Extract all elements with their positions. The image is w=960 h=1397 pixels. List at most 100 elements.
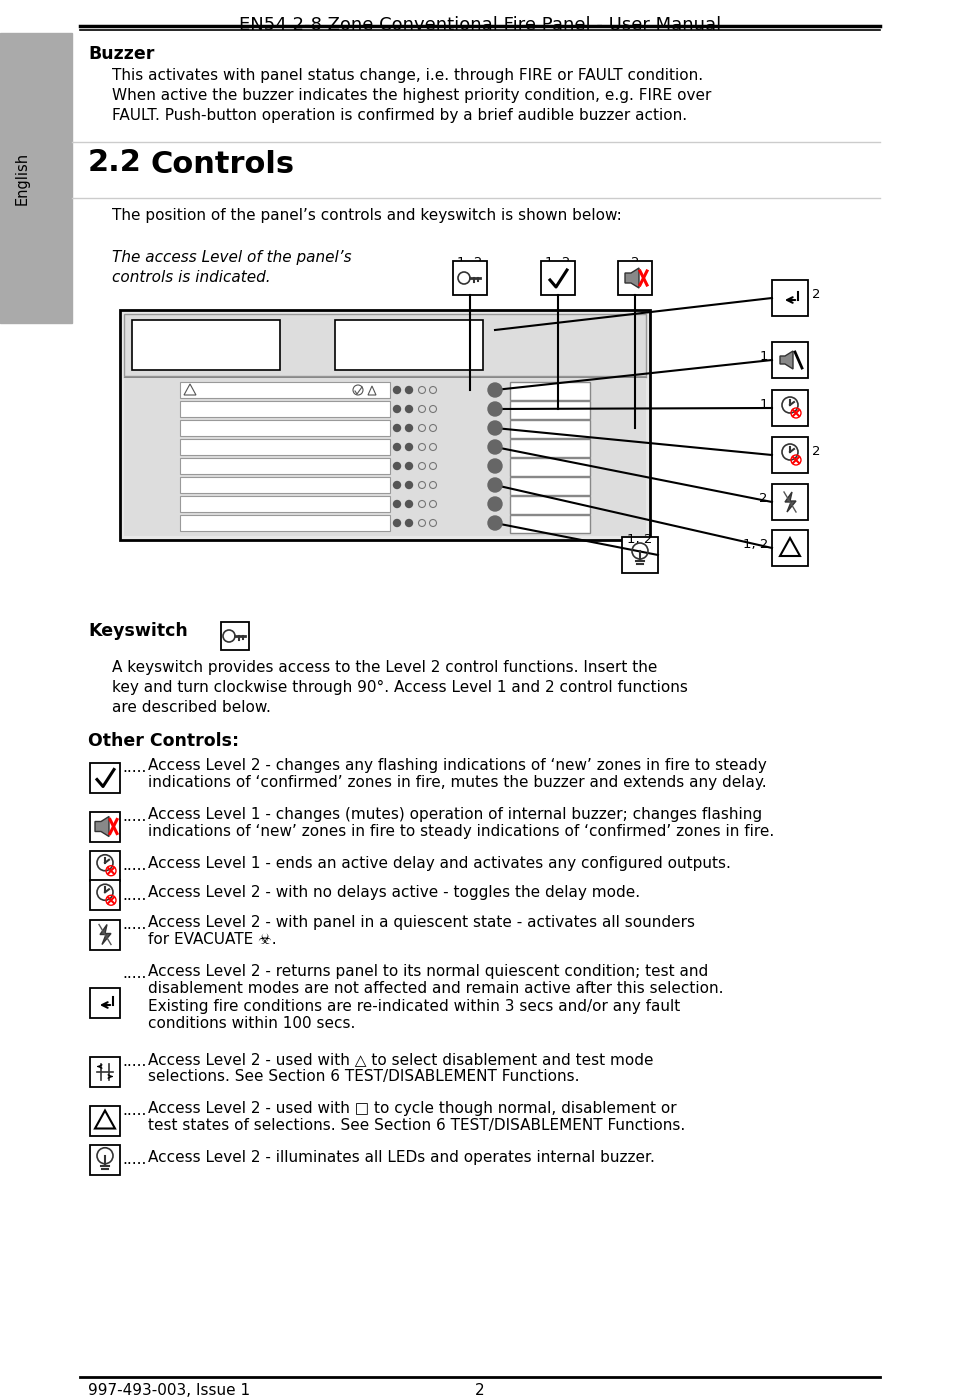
Circle shape xyxy=(488,497,502,511)
Bar xyxy=(622,536,658,573)
Circle shape xyxy=(394,425,400,432)
Bar xyxy=(180,515,390,531)
Circle shape xyxy=(488,420,502,434)
Bar xyxy=(772,279,808,316)
Circle shape xyxy=(405,425,413,432)
Bar xyxy=(180,381,390,398)
Bar xyxy=(90,812,120,841)
Bar xyxy=(90,1144,120,1175)
Text: .....: ..... xyxy=(122,858,146,873)
Text: 2: 2 xyxy=(759,492,768,504)
Bar xyxy=(180,476,390,493)
Bar xyxy=(90,880,120,911)
Bar xyxy=(335,320,483,370)
Circle shape xyxy=(405,405,413,412)
Bar xyxy=(510,381,590,400)
Bar xyxy=(180,439,390,455)
Text: 997-493-003, Issue 1: 997-493-003, Issue 1 xyxy=(88,1383,251,1397)
Circle shape xyxy=(394,500,400,507)
Text: 1: 1 xyxy=(759,351,768,363)
Text: A keyswitch provides access to the Level 2 control functions. Insert the: A keyswitch provides access to the Level… xyxy=(112,659,658,675)
Polygon shape xyxy=(625,268,639,288)
Text: 2: 2 xyxy=(475,1383,485,1397)
Text: 2: 2 xyxy=(812,446,821,458)
Polygon shape xyxy=(780,351,793,369)
Text: Access Level 2 - returns panel to its normal quiescent condition; test and
disab: Access Level 2 - returns panel to its no… xyxy=(148,964,724,1031)
Bar xyxy=(180,458,390,474)
Circle shape xyxy=(394,405,400,412)
Polygon shape xyxy=(95,816,109,837)
Text: FAULT. Push-button operation is confirmed by a brief audible buzzer action.: FAULT. Push-button operation is confirme… xyxy=(112,108,687,123)
Circle shape xyxy=(488,478,502,492)
Text: controls is indicated.: controls is indicated. xyxy=(112,270,271,285)
Bar xyxy=(510,476,590,495)
Bar xyxy=(90,851,120,880)
Text: English: English xyxy=(14,151,30,204)
Text: Access Level 2 - changes any flashing indications of ‘new’ zones in fire to stea: Access Level 2 - changes any flashing in… xyxy=(148,759,767,791)
Text: .....: ..... xyxy=(122,887,146,902)
Bar xyxy=(90,919,120,950)
Text: 1, 2: 1, 2 xyxy=(627,534,653,546)
Circle shape xyxy=(488,402,502,416)
Text: are described below.: are described below. xyxy=(112,700,271,715)
Text: Buzzer: Buzzer xyxy=(88,45,155,63)
Text: 1, 2: 1, 2 xyxy=(457,256,483,270)
Circle shape xyxy=(405,387,413,394)
Circle shape xyxy=(405,520,413,527)
Circle shape xyxy=(405,482,413,489)
Text: 2.2: 2.2 xyxy=(88,148,142,177)
Bar xyxy=(772,390,808,426)
Circle shape xyxy=(405,443,413,450)
Polygon shape xyxy=(100,925,111,944)
Bar xyxy=(618,261,652,295)
Text: Other Controls:: Other Controls: xyxy=(88,732,239,750)
Text: .....: ..... xyxy=(122,965,146,981)
Bar xyxy=(510,439,590,457)
Circle shape xyxy=(488,440,502,454)
Text: Access Level 1 - changes (mutes) operation of internal buzzer; changes flashing
: Access Level 1 - changes (mutes) operati… xyxy=(148,807,775,840)
Text: 2: 2 xyxy=(812,288,821,300)
Text: Controls: Controls xyxy=(150,149,294,179)
Bar xyxy=(510,401,590,419)
Circle shape xyxy=(394,482,400,489)
Bar xyxy=(772,437,808,474)
Circle shape xyxy=(394,443,400,450)
Text: .....: ..... xyxy=(122,1104,146,1118)
Circle shape xyxy=(488,383,502,397)
Text: Access Level 2 - illuminates all LEDs and operates internal buzzer.: Access Level 2 - illuminates all LEDs an… xyxy=(148,1150,655,1165)
Text: .....: ..... xyxy=(122,916,146,932)
Bar xyxy=(124,314,646,376)
Bar xyxy=(180,496,390,511)
Bar xyxy=(772,483,808,520)
Text: This activates with panel status change, i.e. through FIRE or FAULT condition.: This activates with panel status change,… xyxy=(112,68,703,82)
Bar xyxy=(120,310,650,541)
Bar xyxy=(510,496,590,514)
Text: 2: 2 xyxy=(631,256,639,270)
Bar xyxy=(510,458,590,476)
Text: 1: 1 xyxy=(759,398,768,411)
Bar xyxy=(453,261,487,295)
Circle shape xyxy=(488,460,502,474)
Bar xyxy=(90,763,120,792)
Bar xyxy=(90,1056,120,1087)
Circle shape xyxy=(394,462,400,469)
Text: The access Level of the panel’s: The access Level of the panel’s xyxy=(112,250,351,265)
Circle shape xyxy=(488,515,502,529)
Text: EN54 2-8 Zone Conventional Fire Panel - User Manual: EN54 2-8 Zone Conventional Fire Panel - … xyxy=(239,15,721,34)
Bar xyxy=(124,379,646,536)
Bar xyxy=(772,342,808,379)
Text: Access Level 2 - used with □ to cycle though normal, disablement or
test states : Access Level 2 - used with □ to cycle th… xyxy=(148,1101,685,1133)
Bar xyxy=(510,515,590,534)
Bar xyxy=(541,261,575,295)
Text: .....: ..... xyxy=(122,760,146,775)
Text: 1, 2: 1, 2 xyxy=(545,256,570,270)
Bar xyxy=(90,988,120,1018)
Text: Access Level 1 - ends an active delay and activates any configured outputs.: Access Level 1 - ends an active delay an… xyxy=(148,856,731,870)
Bar xyxy=(132,320,280,370)
Bar xyxy=(0,34,72,323)
Circle shape xyxy=(405,500,413,507)
Text: The position of the panel’s controls and keyswitch is shown below:: The position of the panel’s controls and… xyxy=(112,208,622,224)
Bar xyxy=(180,401,390,416)
Text: Keyswitch: Keyswitch xyxy=(88,622,188,640)
Polygon shape xyxy=(785,492,796,511)
